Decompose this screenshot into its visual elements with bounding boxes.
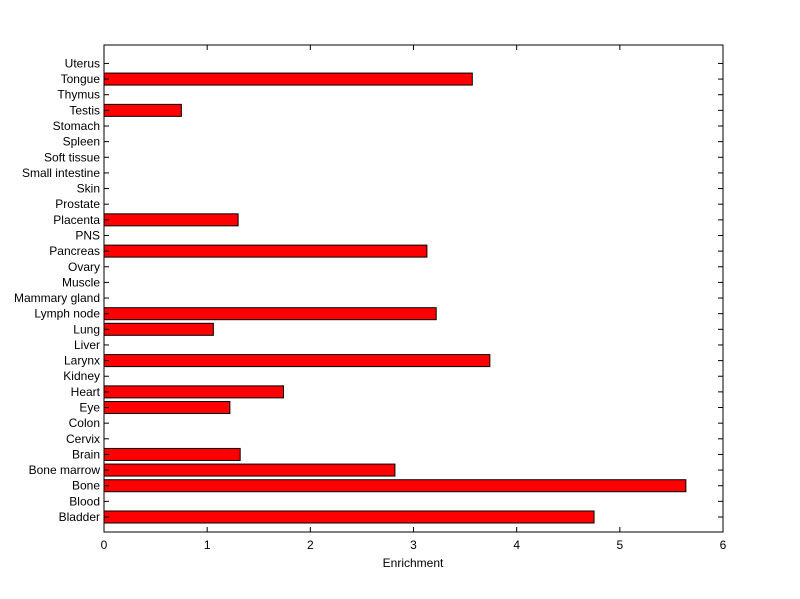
x-tick-label: 5 bbox=[616, 538, 623, 552]
y-tick-label: Bone bbox=[72, 479, 100, 493]
y-tick-label: Testis bbox=[69, 103, 100, 117]
bar bbox=[103, 510, 595, 524]
y-tick-label: Small intestine bbox=[22, 166, 100, 180]
y-tick-label: Prostate bbox=[55, 197, 100, 211]
y-tick-label: Mammary gland bbox=[14, 291, 100, 305]
y-tick-label: Liver bbox=[74, 338, 100, 352]
y-tick-label: Lymph node bbox=[34, 307, 100, 321]
y-tick-label: Bone marrow bbox=[29, 463, 101, 477]
y-tick-label: Colon bbox=[69, 416, 100, 430]
bar bbox=[103, 322, 214, 336]
x-tick-label: 3 bbox=[410, 538, 417, 552]
y-tick-label: Placenta bbox=[53, 213, 100, 227]
x-tick-label: 0 bbox=[101, 538, 108, 552]
bar bbox=[103, 213, 239, 227]
y-tick-label: Tongue bbox=[61, 72, 101, 86]
y-tick-label: Blood bbox=[69, 494, 100, 508]
bar bbox=[103, 103, 182, 117]
y-tick-label: Muscle bbox=[62, 275, 100, 289]
bar bbox=[103, 401, 231, 415]
y-tick-label: Kidney bbox=[63, 369, 100, 383]
bar bbox=[103, 447, 241, 461]
y-tick-label: Stomach bbox=[53, 119, 100, 133]
bar bbox=[103, 385, 285, 399]
y-tick-label: Thymus bbox=[57, 88, 100, 102]
bar bbox=[103, 72, 473, 86]
x-tick-label: 2 bbox=[307, 538, 314, 552]
x-axis-ticks: 0 1 2 3 4 5 6 bbox=[101, 45, 727, 552]
plot-frame bbox=[103, 44, 724, 533]
y-tick-label: Pancreas bbox=[49, 244, 100, 258]
x-tick-label: 4 bbox=[513, 538, 520, 552]
bar bbox=[103, 307, 437, 321]
bar bbox=[103, 463, 396, 477]
y-tick-label: Soft tissue bbox=[44, 150, 100, 164]
y-tick-label: Lung bbox=[73, 322, 100, 336]
bar bbox=[103, 354, 491, 368]
y-tick-label: Uterus bbox=[65, 56, 100, 70]
y-tick-label: Ovary bbox=[68, 260, 100, 274]
bar bbox=[103, 244, 428, 258]
y-tick-label: Brain bbox=[72, 447, 100, 461]
x-tick-label: 6 bbox=[720, 538, 727, 552]
y-tick-label: Larynx bbox=[64, 354, 100, 368]
x-tick-label: 1 bbox=[204, 538, 211, 552]
y-tick-label: Skin bbox=[77, 182, 100, 196]
bar bbox=[103, 479, 687, 493]
y-tick-label: Eye bbox=[79, 401, 100, 415]
y-tick-label: Bladder bbox=[59, 510, 100, 524]
x-axis-label: Enrichment bbox=[383, 556, 444, 570]
y-tick-label: Cervix bbox=[66, 432, 100, 446]
y-tick-label: Spleen bbox=[63, 135, 100, 149]
y-tick-label: Heart bbox=[71, 385, 101, 399]
y-tick-label: PNS bbox=[75, 228, 100, 242]
